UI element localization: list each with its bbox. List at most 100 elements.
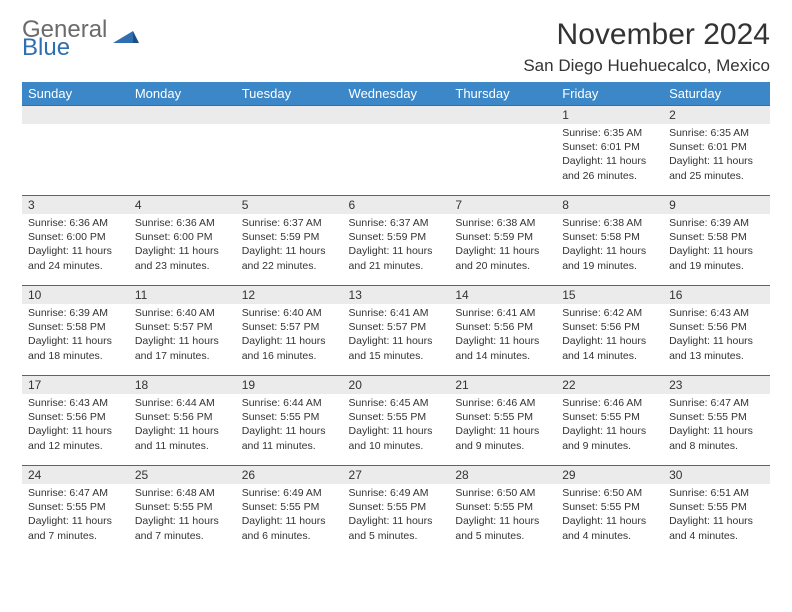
daylight-text: Daylight: 11 hours and 7 minutes. [135, 514, 230, 542]
sunrise-text: Sunrise: 6:41 AM [455, 306, 550, 320]
calendar-cell: 11Sunrise: 6:40 AMSunset: 5:57 PMDayligh… [129, 286, 236, 376]
calendar-cell: 14Sunrise: 6:41 AMSunset: 5:56 PMDayligh… [449, 286, 556, 376]
weekday-header: Monday [129, 82, 236, 106]
day-number: 9 [663, 196, 770, 214]
sunrise-text: Sunrise: 6:50 AM [562, 486, 657, 500]
sunrise-text: Sunrise: 6:35 AM [669, 126, 764, 140]
calendar-body: 1Sunrise: 6:35 AMSunset: 6:01 PMDaylight… [22, 106, 770, 556]
sunrise-text: Sunrise: 6:37 AM [242, 216, 337, 230]
calendar-cell: 1 Sunrise: 6:35 AMSunset: 6:01 PMDaylight… [556, 106, 663, 196]
sunset-text: Sunset: 5:56 PM [135, 410, 230, 424]
sunrise-text: Sunrise: 6:50 AM [455, 486, 550, 500]
sunrise-text: Sunrise: 6:46 AM [455, 396, 550, 410]
day-number: 25 [129, 466, 236, 484]
calendar-week: 1Sunrise: 6:35 AMSunset: 6:01 PMDaylight… [22, 106, 770, 196]
daylight-text: Daylight: 11 hours and 14 minutes. [455, 334, 550, 362]
day-number: 29 [556, 466, 663, 484]
daylight-text: Daylight: 11 hours and 18 minutes. [28, 334, 123, 362]
day-number: 2 [663, 106, 770, 124]
day-body: Sunrise: 6:37 AMSunset: 5:59 PMDaylight:… [343, 214, 450, 277]
sunrise-text: Sunrise: 6:39 AM [669, 216, 764, 230]
day-body: Sunrise: 6:46 AMSunset: 5:55 PMDaylight:… [556, 394, 663, 457]
sunrise-text: Sunrise: 6:38 AM [455, 216, 550, 230]
day-number [129, 106, 236, 124]
daylight-text: Daylight: 11 hours and 24 minutes. [28, 244, 123, 272]
day-body: Sunrise: 6:41 AMSunset: 5:56 PMDaylight:… [449, 304, 556, 367]
day-body: Sunrise: 6:50 AMSunset: 5:55 PMDaylight:… [556, 484, 663, 547]
sunset-text: Sunset: 5:55 PM [455, 410, 550, 424]
day-body: Sunrise: 6:49 AMSunset: 5:55 PMDaylight:… [236, 484, 343, 547]
day-body: Sunrise: 6:48 AMSunset: 5:55 PMDaylight:… [129, 484, 236, 547]
sunrise-text: Sunrise: 6:49 AM [349, 486, 444, 500]
daylight-text: Daylight: 11 hours and 5 minutes. [455, 514, 550, 542]
title-location: San Diego Huehuecalco, Mexico [523, 56, 770, 76]
daylight-text: Daylight: 11 hours and 4 minutes. [562, 514, 657, 542]
sunset-text: Sunset: 5:56 PM [28, 410, 123, 424]
day-number: 16 [663, 286, 770, 304]
sunset-text: Sunset: 5:55 PM [669, 500, 764, 514]
day-number: 26 [236, 466, 343, 484]
sunset-text: Sunset: 5:59 PM [455, 230, 550, 244]
day-body: Sunrise: 6:38 AMSunset: 5:59 PMDaylight:… [449, 214, 556, 277]
calendar-cell: 5Sunrise: 6:37 AMSunset: 5:59 PMDaylight… [236, 196, 343, 286]
daylight-text: Daylight: 11 hours and 11 minutes. [135, 424, 230, 452]
sunrise-text: Sunrise: 6:36 AM [28, 216, 123, 230]
daylight-text: Daylight: 11 hours and 7 minutes. [28, 514, 123, 542]
day-body: Sunrise: 6:43 AMSunset: 5:56 PMDaylight:… [663, 304, 770, 367]
day-body: Sunrise: 6:45 AMSunset: 5:55 PMDaylight:… [343, 394, 450, 457]
sunset-text: Sunset: 5:58 PM [562, 230, 657, 244]
day-number: 1 [556, 106, 663, 124]
day-number: 10 [22, 286, 129, 304]
sunset-text: Sunset: 5:58 PM [28, 320, 123, 334]
day-body: Sunrise: 6:38 AMSunset: 5:58 PMDaylight:… [556, 214, 663, 277]
sunrise-text: Sunrise: 6:51 AM [669, 486, 764, 500]
day-body: Sunrise: 6:41 AMSunset: 5:57 PMDaylight:… [343, 304, 450, 367]
calendar-cell: 29Sunrise: 6:50 AMSunset: 5:55 PMDayligh… [556, 466, 663, 556]
day-number: 24 [22, 466, 129, 484]
calendar-cell [22, 106, 129, 196]
daylight-text: Daylight: 11 hours and 8 minutes. [669, 424, 764, 452]
day-number: 3 [22, 196, 129, 214]
sunrise-text: Sunrise: 6:45 AM [349, 396, 444, 410]
daylight-text: Daylight: 11 hours and 26 minutes. [562, 154, 657, 182]
calendar-cell: 3 Sunrise: 6:36 AMSunset: 6:00 PMDaylight… [22, 196, 129, 286]
logo-text: General Blue [22, 18, 107, 60]
day-number: 19 [236, 376, 343, 394]
day-body: Sunrise: 6:37 AMSunset: 5:59 PMDaylight:… [236, 214, 343, 277]
day-number: 6 [343, 196, 450, 214]
day-number [343, 106, 450, 124]
day-body: Sunrise: 6:49 AMSunset: 5:55 PMDaylight:… [343, 484, 450, 547]
calendar-cell [236, 106, 343, 196]
day-number: 23 [663, 376, 770, 394]
sunset-text: Sunset: 5:56 PM [455, 320, 550, 334]
calendar-cell: 17Sunrise: 6:43 AMSunset: 5:56 PMDayligh… [22, 376, 129, 466]
daylight-text: Daylight: 11 hours and 12 minutes. [28, 424, 123, 452]
day-body [129, 124, 236, 184]
sunrise-text: Sunrise: 6:36 AM [135, 216, 230, 230]
calendar-cell: 27Sunrise: 6:49 AMSunset: 5:55 PMDayligh… [343, 466, 450, 556]
daylight-text: Daylight: 11 hours and 15 minutes. [349, 334, 444, 362]
day-number [449, 106, 556, 124]
sunrise-text: Sunrise: 6:47 AM [669, 396, 764, 410]
sunset-text: Sunset: 5:55 PM [669, 410, 764, 424]
sunrise-text: Sunrise: 6:35 AM [562, 126, 657, 140]
calendar-cell: 19Sunrise: 6:44 AMSunset: 5:55 PMDayligh… [236, 376, 343, 466]
calendar-cell: 25Sunrise: 6:48 AMSunset: 5:55 PMDayligh… [129, 466, 236, 556]
sunset-text: Sunset: 6:01 PM [562, 140, 657, 154]
daylight-text: Daylight: 11 hours and 10 minutes. [349, 424, 444, 452]
calendar-cell: 18Sunrise: 6:44 AMSunset: 5:56 PMDayligh… [129, 376, 236, 466]
calendar-cell: 4Sunrise: 6:36 AMSunset: 6:00 PMDaylight… [129, 196, 236, 286]
sunrise-text: Sunrise: 6:39 AM [28, 306, 123, 320]
calendar-cell: 10Sunrise: 6:39 AMSunset: 5:58 PMDayligh… [22, 286, 129, 376]
sunrise-text: Sunrise: 6:48 AM [135, 486, 230, 500]
calendar-cell: 22Sunrise: 6:46 AMSunset: 5:55 PMDayligh… [556, 376, 663, 466]
sunset-text: Sunset: 6:00 PM [28, 230, 123, 244]
day-body: Sunrise: 6:39 AMSunset: 5:58 PMDaylight:… [22, 304, 129, 367]
daylight-text: Daylight: 11 hours and 13 minutes. [669, 334, 764, 362]
calendar-cell: 20Sunrise: 6:45 AMSunset: 5:55 PMDayligh… [343, 376, 450, 466]
sunset-text: Sunset: 5:59 PM [242, 230, 337, 244]
weekday-header: Friday [556, 82, 663, 106]
weekday-header: Thursday [449, 82, 556, 106]
day-number: 11 [129, 286, 236, 304]
day-number: 18 [129, 376, 236, 394]
